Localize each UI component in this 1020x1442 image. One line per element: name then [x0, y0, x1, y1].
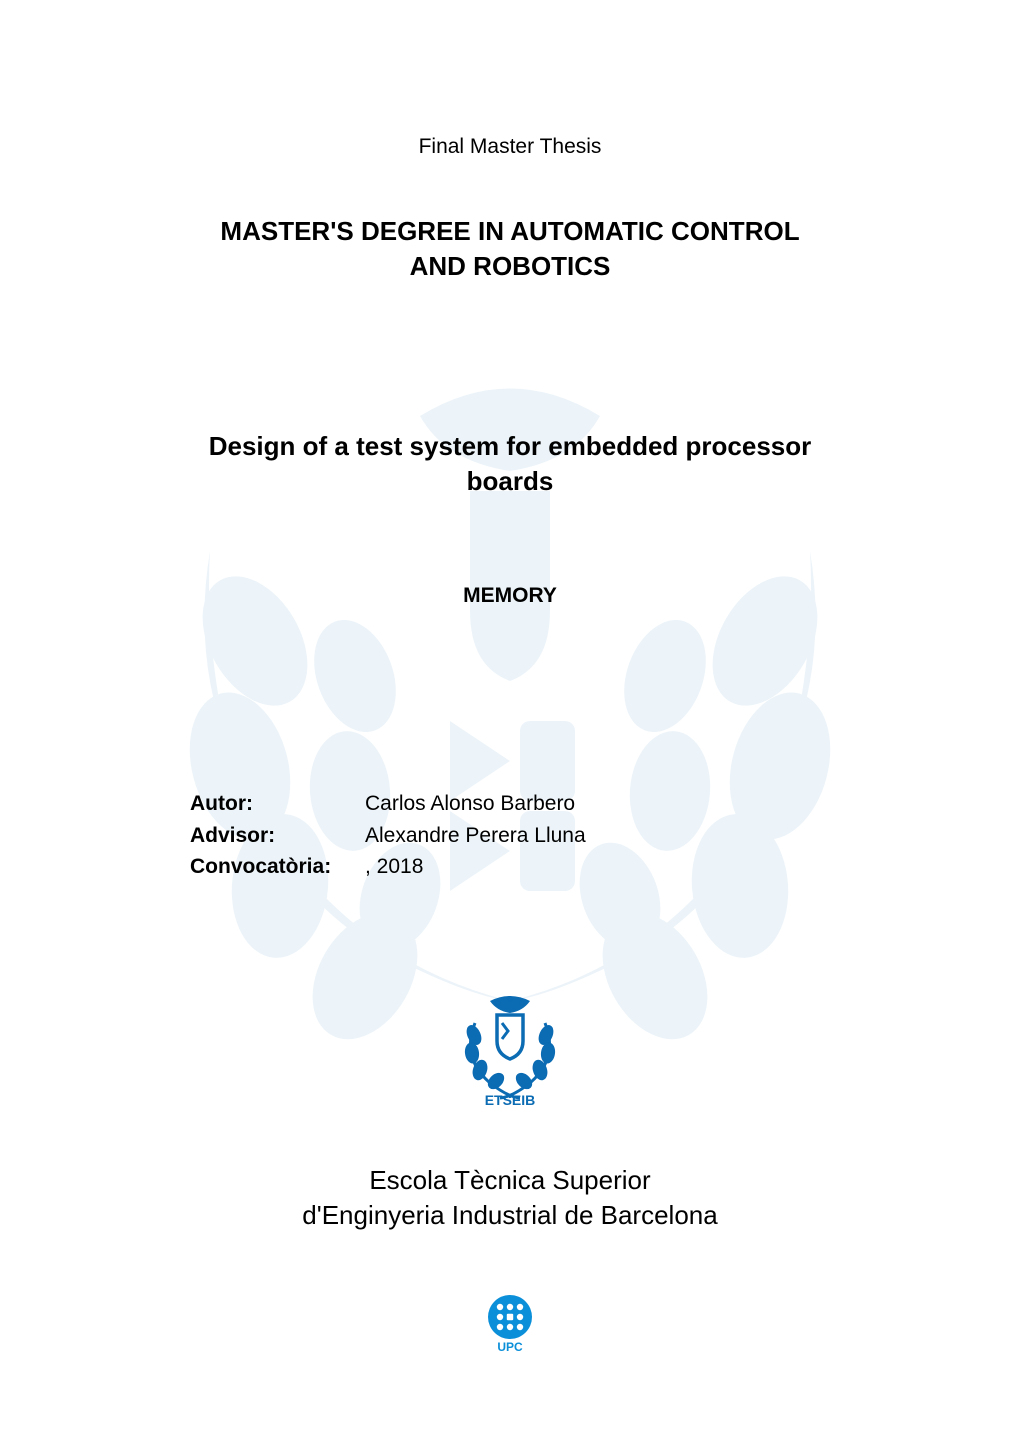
call-value: , 2018 [365, 851, 423, 883]
etseib-logo-svg: ETSEIB [450, 993, 570, 1108]
author-label: Autor: [190, 788, 365, 820]
upc-logo-text: UPC [497, 1340, 523, 1354]
upc-logo-svg: UPC [484, 1293, 536, 1355]
school-line-1: Escola Tècnica Superior [130, 1163, 890, 1198]
school-name: Escola Tècnica Superior d'Enginyeria Ind… [130, 1163, 890, 1233]
advisor-value: Alexandre Perera Lluna [365, 820, 586, 852]
etseib-logo: ETSEIB [130, 993, 890, 1108]
degree-line-2: AND ROBOTICS [130, 249, 890, 284]
page-content: Final Master Thesis MASTER'S DEGREE IN A… [0, 0, 1020, 1442]
meta-row-call: Convocatòria: , 2018 [190, 851, 890, 883]
upc-logo: UPC [130, 1293, 890, 1355]
advisor-label: Advisor: [190, 820, 365, 852]
pretitle: Final Master Thesis [130, 135, 890, 159]
author-value: Carlos Alonso Barbero [365, 788, 575, 820]
meta-row-author: Autor: Carlos Alonso Barbero [190, 788, 890, 820]
meta-row-advisor: Advisor: Alexandre Perera Lluna [190, 820, 890, 852]
call-label: Convocatòria: [190, 851, 365, 883]
thesis-title-line-2: boards [130, 464, 890, 499]
degree-heading: MASTER'S DEGREE IN AUTOMATIC CONTROL AND… [130, 214, 890, 284]
section-label: MEMORY [130, 584, 890, 608]
etseib-logo-text: ETSEIB [485, 1092, 536, 1108]
degree-line-1: MASTER'S DEGREE IN AUTOMATIC CONTROL [130, 214, 890, 249]
school-line-2: d'Enginyeria Industrial de Barcelona [130, 1198, 890, 1233]
thesis-title-line-1: Design of a test system for embedded pro… [130, 429, 890, 464]
thesis-title: Design of a test system for embedded pro… [130, 429, 890, 499]
meta-block: Autor: Carlos Alonso Barbero Advisor: Al… [190, 788, 890, 883]
